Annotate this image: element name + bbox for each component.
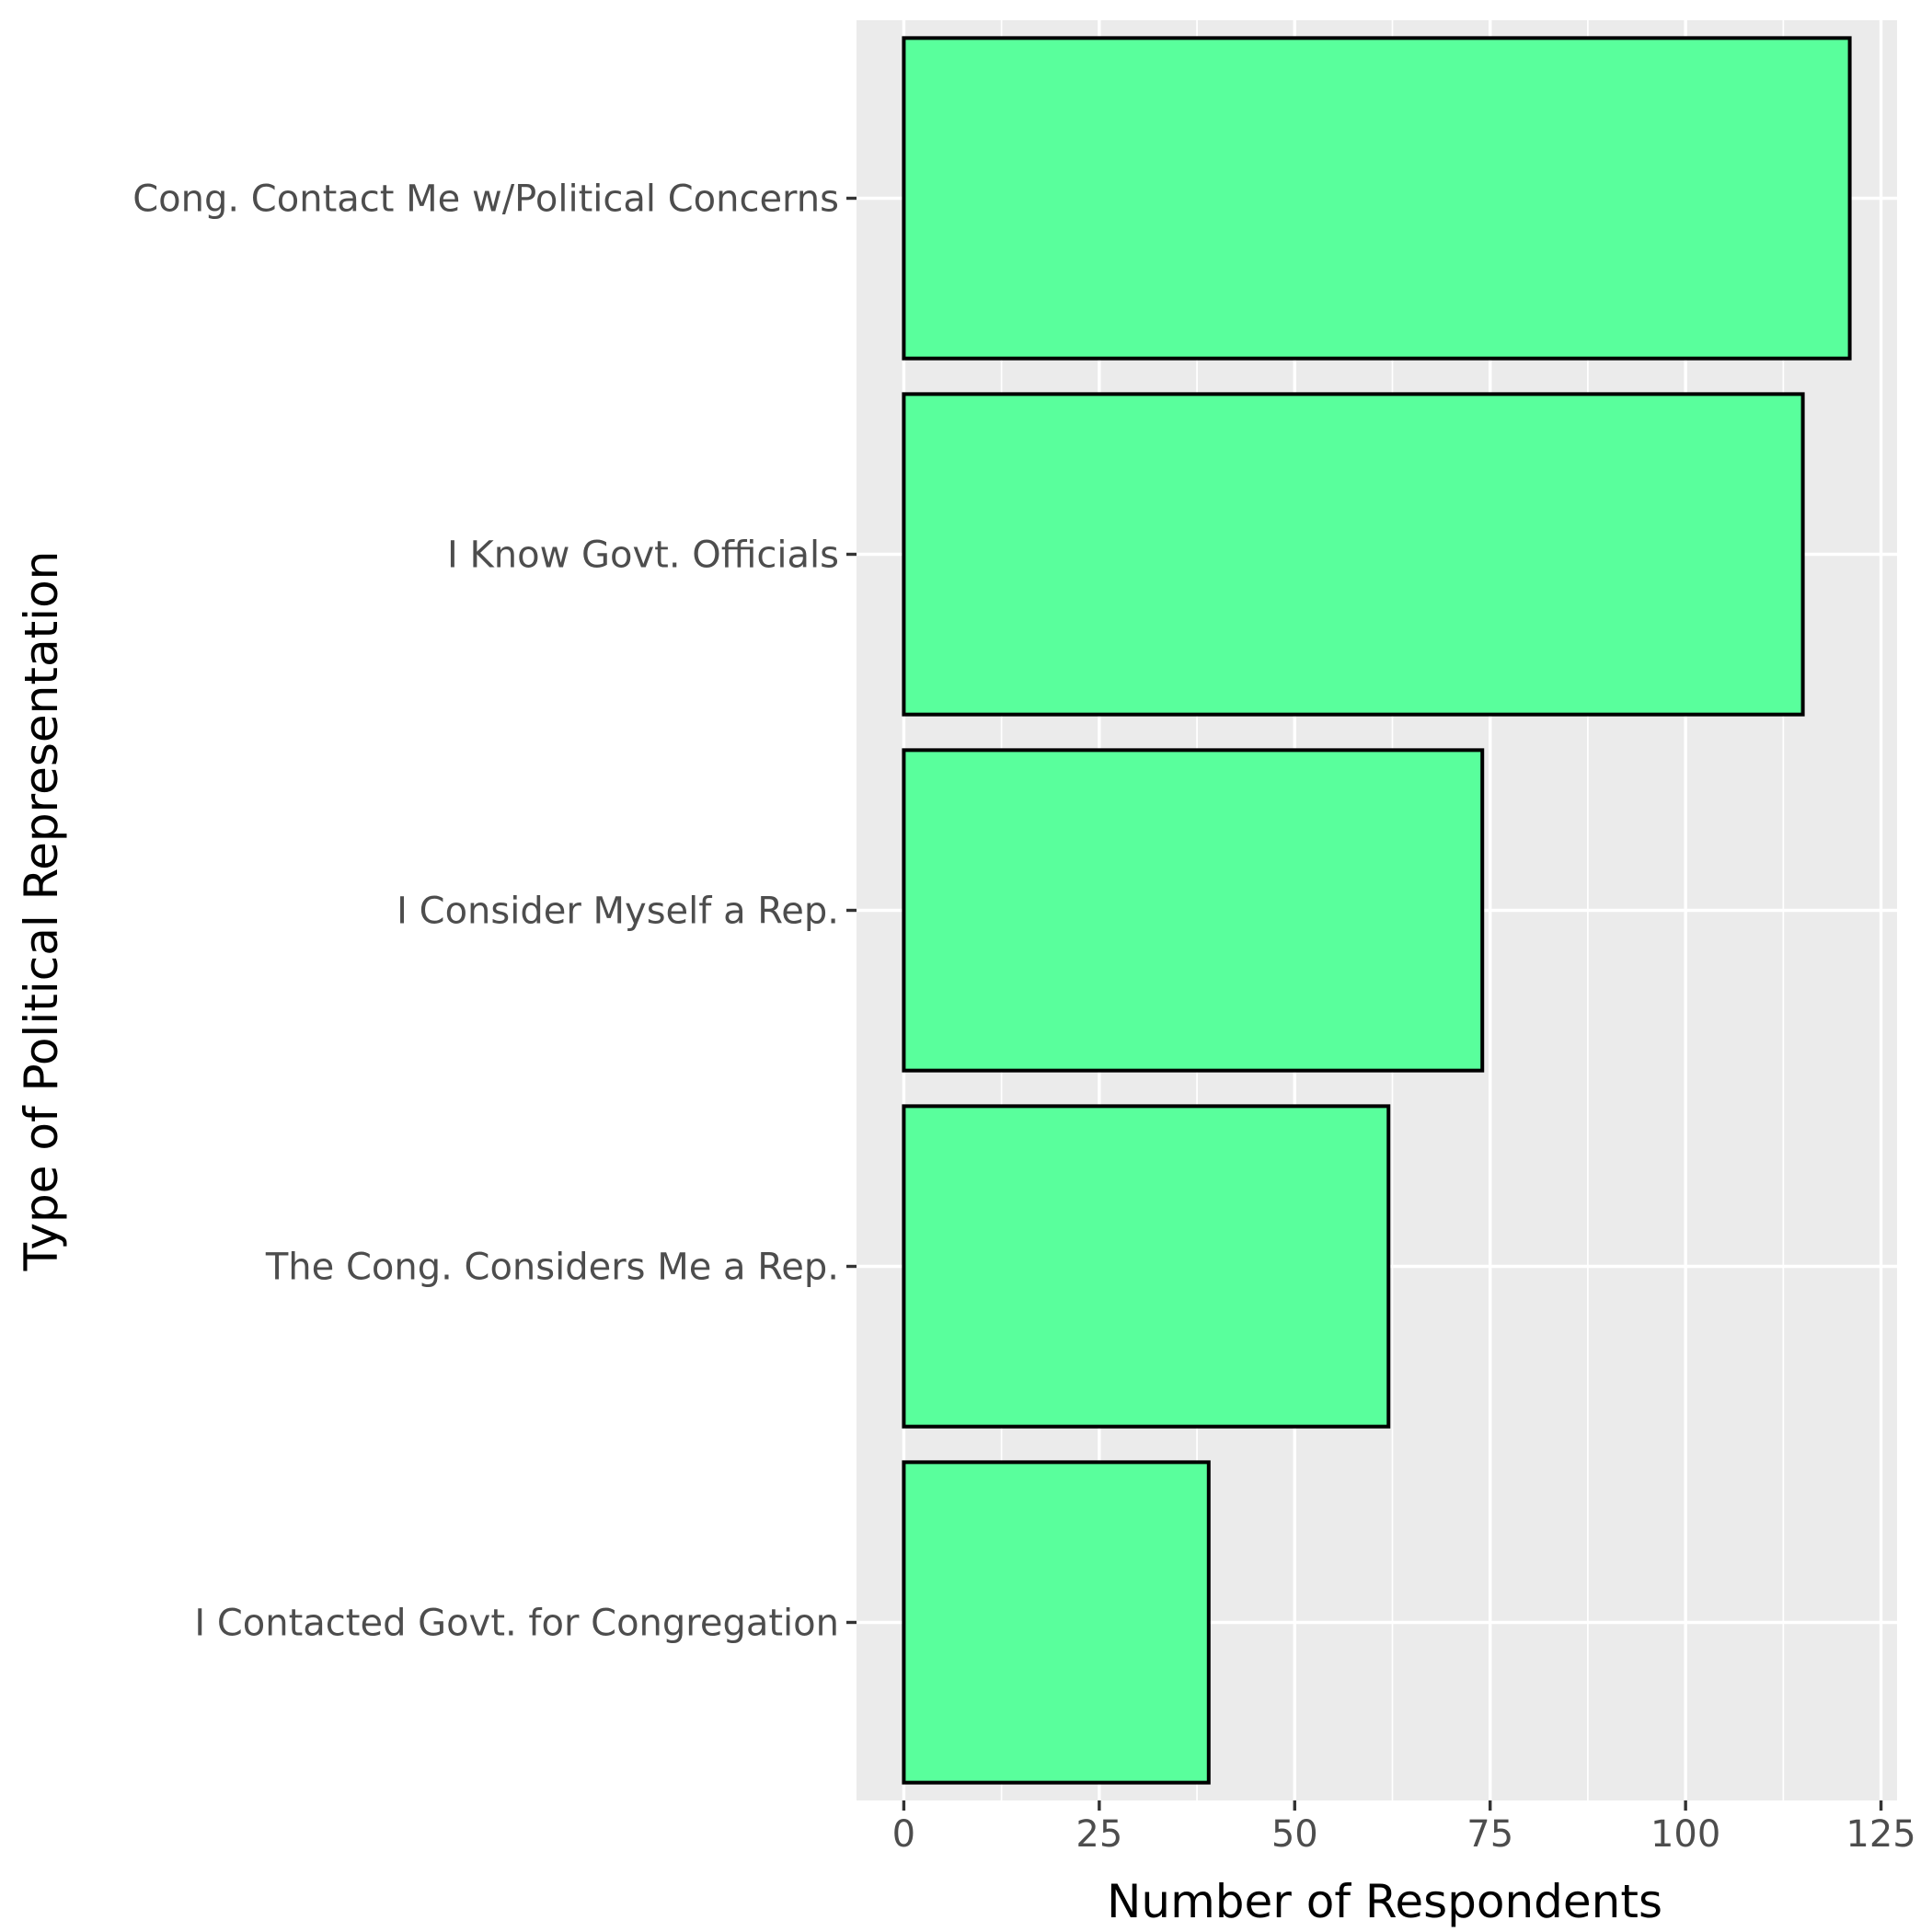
y-axis-title: Type of Political Representation xyxy=(15,551,68,1272)
bar xyxy=(902,1104,1391,1429)
y-tick-label: I Consider Myself a Rep. xyxy=(397,891,839,933)
x-axis-title: Number of Respondents xyxy=(1107,1875,1662,1928)
x-tick-label: 75 xyxy=(1466,1813,1513,1856)
y-tick-label: Cong. Contact Me w/Political Concerns xyxy=(132,178,839,221)
x-tick-label: 0 xyxy=(892,1813,915,1856)
y-tick-label: The Cong. Considers Me a Rep. xyxy=(265,1247,839,1289)
x-tick-label: 25 xyxy=(1075,1813,1122,1856)
y-tick-label: I Know Govt. Officials xyxy=(447,535,839,577)
y-axis: Cong. Contact Me w/Political Concerns I K… xyxy=(132,178,857,1645)
bar xyxy=(902,392,1805,717)
bar xyxy=(902,748,1485,1073)
bars xyxy=(902,36,1852,1785)
y-tick-label: I Contacted Govt. for Congregation xyxy=(194,1603,839,1645)
x-tick-label: 50 xyxy=(1271,1813,1318,1856)
bar xyxy=(902,1460,1211,1785)
x-axis: 0 25 50 75 100 125 xyxy=(892,1800,1916,1856)
x-tick-label: 100 xyxy=(1650,1813,1720,1856)
x-tick-label: 125 xyxy=(1846,1813,1915,1856)
bar xyxy=(902,36,1852,361)
